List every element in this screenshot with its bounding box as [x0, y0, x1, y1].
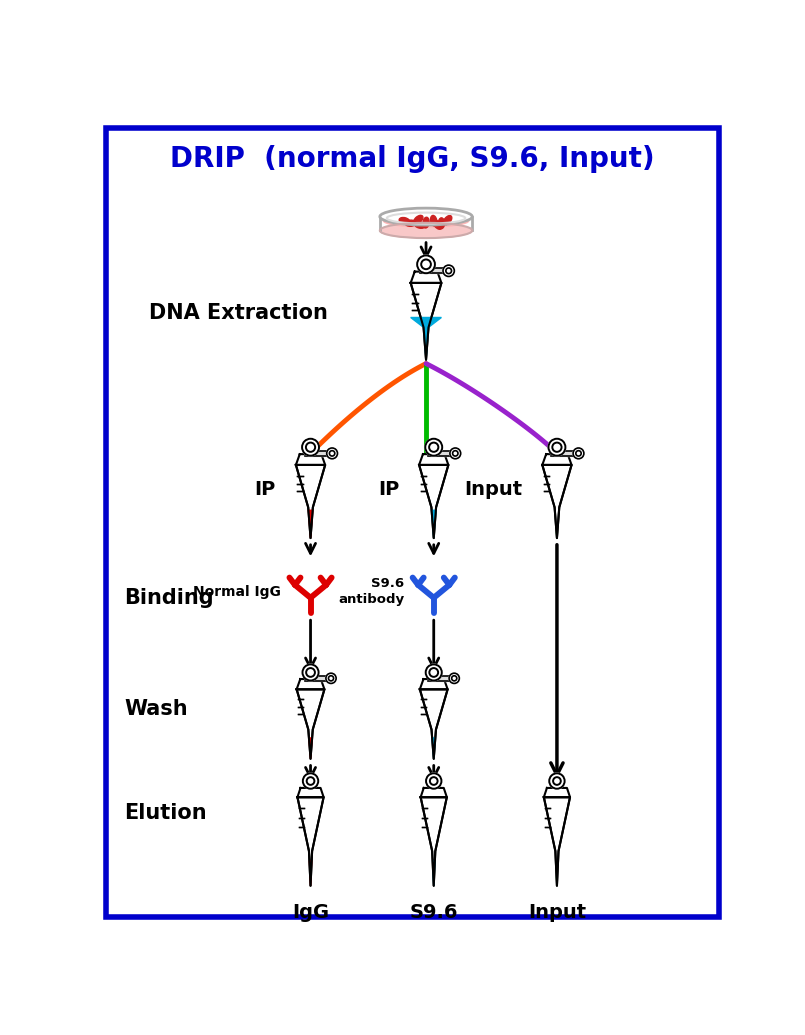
Circle shape [429, 443, 439, 452]
Polygon shape [420, 268, 448, 273]
Text: Input: Input [464, 480, 522, 500]
Circle shape [549, 773, 564, 789]
Text: S9.6
antibody: S9.6 antibody [338, 578, 404, 607]
Text: Binding: Binding [124, 588, 214, 608]
Circle shape [443, 265, 454, 276]
Polygon shape [411, 283, 441, 360]
Polygon shape [296, 689, 324, 759]
Ellipse shape [423, 217, 429, 228]
Polygon shape [419, 454, 448, 465]
Circle shape [452, 450, 458, 456]
Circle shape [553, 777, 561, 785]
Ellipse shape [415, 221, 425, 229]
Circle shape [425, 439, 442, 455]
Circle shape [429, 668, 438, 677]
Circle shape [576, 450, 581, 456]
Polygon shape [298, 788, 324, 797]
Text: Elution: Elution [124, 803, 207, 824]
Ellipse shape [431, 215, 437, 226]
Text: S9.6: S9.6 [410, 903, 458, 922]
Polygon shape [411, 271, 441, 283]
Ellipse shape [433, 220, 442, 230]
Polygon shape [296, 679, 324, 689]
Circle shape [449, 673, 460, 683]
Circle shape [328, 676, 333, 681]
Polygon shape [543, 454, 572, 465]
Circle shape [450, 448, 460, 459]
Polygon shape [427, 451, 456, 455]
Circle shape [426, 664, 442, 680]
Ellipse shape [405, 220, 416, 227]
Circle shape [548, 439, 565, 455]
Circle shape [417, 256, 435, 273]
Polygon shape [296, 465, 325, 538]
Polygon shape [544, 797, 570, 886]
Ellipse shape [380, 208, 473, 225]
Circle shape [430, 777, 438, 785]
Circle shape [306, 668, 315, 677]
Polygon shape [420, 689, 448, 759]
Circle shape [573, 448, 584, 459]
Circle shape [452, 676, 456, 681]
Circle shape [426, 773, 441, 789]
Circle shape [327, 448, 337, 459]
Ellipse shape [380, 223, 473, 238]
Polygon shape [421, 797, 447, 886]
Polygon shape [556, 532, 557, 538]
Text: Normal IgG: Normal IgG [193, 585, 281, 598]
Polygon shape [544, 788, 570, 797]
Text: Input: Input [528, 903, 586, 922]
Ellipse shape [444, 215, 452, 225]
Circle shape [329, 450, 335, 456]
Ellipse shape [399, 217, 410, 224]
Polygon shape [309, 738, 312, 759]
Polygon shape [432, 738, 436, 759]
Text: DRIP  (normal IgG, S9.6, Input): DRIP (normal IgG, S9.6, Input) [170, 145, 654, 173]
Text: DNA Extraction: DNA Extraction [149, 303, 328, 323]
Circle shape [306, 443, 316, 452]
Circle shape [552, 443, 562, 452]
Circle shape [446, 268, 452, 273]
Text: IP: IP [378, 480, 399, 500]
Circle shape [421, 260, 431, 269]
Text: IgG: IgG [292, 903, 329, 922]
Polygon shape [428, 676, 454, 680]
Polygon shape [296, 454, 325, 465]
Polygon shape [543, 465, 572, 538]
Circle shape [303, 664, 319, 680]
Polygon shape [431, 510, 436, 538]
Text: IP: IP [254, 480, 276, 500]
Polygon shape [411, 318, 441, 360]
Polygon shape [551, 451, 579, 455]
Polygon shape [304, 451, 332, 455]
Polygon shape [298, 797, 324, 886]
Circle shape [326, 673, 336, 683]
Ellipse shape [414, 215, 423, 224]
Polygon shape [305, 676, 331, 680]
Ellipse shape [439, 217, 444, 229]
Ellipse shape [383, 214, 469, 227]
Polygon shape [432, 861, 435, 886]
Text: Wash: Wash [124, 700, 188, 719]
Polygon shape [421, 788, 447, 797]
Polygon shape [309, 861, 312, 886]
Circle shape [303, 773, 318, 789]
Circle shape [302, 439, 319, 455]
Circle shape [307, 777, 315, 785]
Polygon shape [419, 465, 448, 538]
Polygon shape [308, 510, 312, 538]
Polygon shape [420, 679, 448, 689]
